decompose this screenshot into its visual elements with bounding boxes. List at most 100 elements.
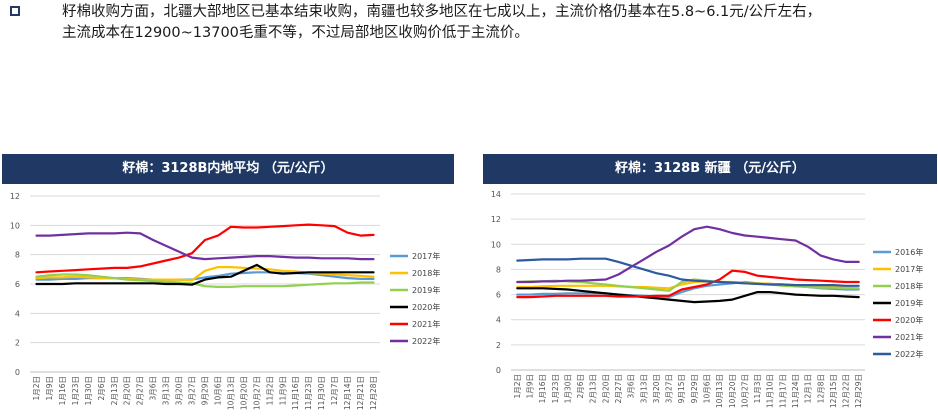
x-tick-label: 9月15日 — [677, 374, 686, 403]
x-tick-label: 12月21日 — [356, 376, 365, 410]
x-tick-label: 11月16日 — [291, 376, 300, 410]
chart-title-xinjiang: 籽棉：3128B 新疆 （元/公斤） — [483, 154, 937, 184]
y-tick-label: 6 — [496, 291, 501, 300]
legend-label: 2019年 — [412, 285, 440, 295]
commentary-line-1: 籽棉收购方面，北疆大部地区已基本结束收购，南疆也较多地区在七成以上，主流价格仍基… — [62, 4, 822, 20]
chart-xinjiang: 0 2 4 6 8 10 12 14 1月2日 1月9日 1月16日 1月23日 1月30日 2月6日 2月… — [491, 190, 924, 408]
x-tick-label: 10月20日 — [239, 376, 248, 410]
x-tick-label: 3月6日 — [149, 376, 158, 401]
x-tick-label: 1月16日 — [538, 374, 547, 403]
y-tick-label: 4 — [15, 309, 20, 318]
x-tick-label: 3月27日 — [665, 374, 674, 403]
x-tick-label: 10月27日 — [740, 374, 749, 408]
x-tick-label: 10月13日 — [715, 374, 724, 408]
x-tick-label: 3月6日 — [627, 374, 636, 399]
chart-panel-xinjiang: 籽棉：3128B 新疆 （元/公斤） 0 2 4 6 8 10 12 14 1月2日 1月9日 1月… — [483, 154, 937, 419]
x-tick-label: 1月23日 — [551, 374, 560, 403]
chart-inland: 0 2 4 6 8 10 12 1月2日 1月9日 1月16日 1月23日 1月30日 2月6日 2月13… — [10, 192, 441, 410]
y-tick-label: 4 — [496, 316, 501, 325]
x-tick-label: 12月7日 — [330, 376, 339, 405]
series-line-2020年 — [35, 263, 375, 286]
x-tick-label: 9月29日 — [690, 374, 699, 403]
y-tick-label: 8 — [15, 251, 20, 260]
x-tick-label: 12月29日 — [854, 374, 863, 408]
x-tick-label: 1月2日 — [513, 374, 522, 399]
commentary-line-2: 主流成本在12900~13700毛重不等，不过局部地区收购价低于主流价。 — [62, 25, 529, 41]
legend-label: 2016年 — [895, 247, 923, 257]
series-line-2021年 — [516, 225, 860, 284]
x-tick-label: 12月8日 — [816, 374, 825, 403]
legend-label: 2019年 — [895, 298, 923, 308]
x-tick-label: 3月20日 — [652, 374, 661, 403]
series-line-2022年 — [516, 257, 860, 287]
x-tick-label: 10月6日 — [702, 374, 711, 403]
x-tick-label: 2月13日 — [589, 374, 598, 403]
y-tick-label: 10 — [10, 221, 20, 230]
x-tick-label: 1月2日 — [32, 376, 41, 401]
x-tick-label: 2月27日 — [136, 376, 145, 405]
series-line-2018年 — [35, 265, 375, 282]
legend-label: 2017年 — [412, 251, 440, 261]
chart-title-inland: 籽棉：3128B内地平均 （元/公斤） — [2, 154, 454, 184]
y-tick-label: 0 — [496, 366, 501, 375]
x-tick-label: 2月6日 — [576, 374, 585, 399]
legend-label: 2021年 — [895, 332, 923, 342]
y-tick-label: 12 — [10, 192, 20, 201]
x-tick-label: 12月22日 — [842, 374, 851, 408]
x-tick-label: 1月23日 — [71, 376, 80, 405]
x-tick-label: 11月9日 — [278, 376, 287, 405]
x-tick-label: 3月20日 — [175, 376, 184, 405]
x-tick-label: 2月13日 — [110, 376, 119, 405]
y-tick-label: 6 — [15, 280, 20, 289]
x-tick-label: 2月20日 — [123, 376, 132, 405]
x-tick-label: 11月3日 — [753, 374, 762, 403]
x-tick-label: 3月13日 — [162, 376, 171, 405]
x-tick-label: 11月30日 — [317, 376, 326, 410]
x-tick-label: 10月20日 — [728, 374, 737, 408]
x-tick-label: 1月30日 — [563, 374, 572, 403]
legend-label: 2020年 — [412, 302, 440, 312]
y-tick-label: 14 — [491, 190, 501, 199]
x-tick-label: 3月27日 — [188, 376, 197, 405]
chart-panel-inland: 籽棉：3128B内地平均 （元/公斤） 0 2 4 6 8 10 12 1月2日 1月9日 1月1… — [2, 154, 454, 419]
legend-label: 2020年 — [895, 315, 923, 325]
x-tick-label: 1月30日 — [84, 376, 93, 405]
y-tick-label: 0 — [15, 368, 20, 377]
y-tick-label: 8 — [496, 265, 501, 274]
bullet-square-icon — [10, 6, 20, 16]
x-tick-label: 11月17日 — [778, 374, 787, 408]
x-tick-label: 1月9日 — [525, 374, 534, 399]
x-tick-label: 10月13日 — [226, 376, 235, 410]
commentary: 籽棉收购方面，北疆大部地区已基本结束收购，南疆也较多地区在七成以上，主流价格仍基… — [10, 2, 930, 44]
series-line-2022年 — [35, 231, 375, 261]
y-tick-label: 12 — [491, 215, 501, 224]
x-tick-label: 11月10日 — [766, 374, 775, 408]
legend-label: 2022年 — [412, 336, 440, 346]
x-tick-label: 12月28日 — [369, 376, 378, 410]
x-tick-label: 1月16日 — [58, 376, 67, 405]
legend-label: 2017年 — [895, 264, 923, 274]
x-tick-label: 12月15日 — [829, 374, 838, 408]
x-tick-label: 3月13日 — [639, 374, 648, 403]
x-tick-label: 12月14日 — [343, 376, 352, 410]
series-line-2021年 — [35, 223, 375, 274]
x-tick-label: 2月20日 — [601, 374, 610, 403]
series-line-2019年 — [516, 287, 860, 304]
y-tick-label: 2 — [496, 341, 501, 350]
x-tick-label: 11月2日 — [265, 376, 274, 405]
x-tick-label: 9月29日 — [201, 376, 210, 405]
x-tick-label: 10月6日 — [213, 376, 222, 405]
x-tick-label: 1月9日 — [45, 376, 54, 401]
series-line-2019年 — [35, 273, 375, 289]
x-tick-label: 2月6日 — [97, 376, 106, 401]
x-tick-label: 10月27日 — [252, 376, 261, 410]
x-tick-label: 2月27日 — [614, 374, 623, 403]
y-tick-label: 10 — [491, 240, 501, 249]
legend-label: 2021年 — [412, 319, 440, 329]
legend-label: 2018年 — [895, 281, 923, 291]
x-tick-label: 11月24日 — [791, 374, 800, 408]
y-tick-label: 2 — [15, 339, 20, 348]
x-tick-label: 12月1日 — [804, 374, 813, 403]
series-line-2020年 — [516, 269, 860, 299]
x-tick-label: 11月23日 — [304, 376, 313, 410]
